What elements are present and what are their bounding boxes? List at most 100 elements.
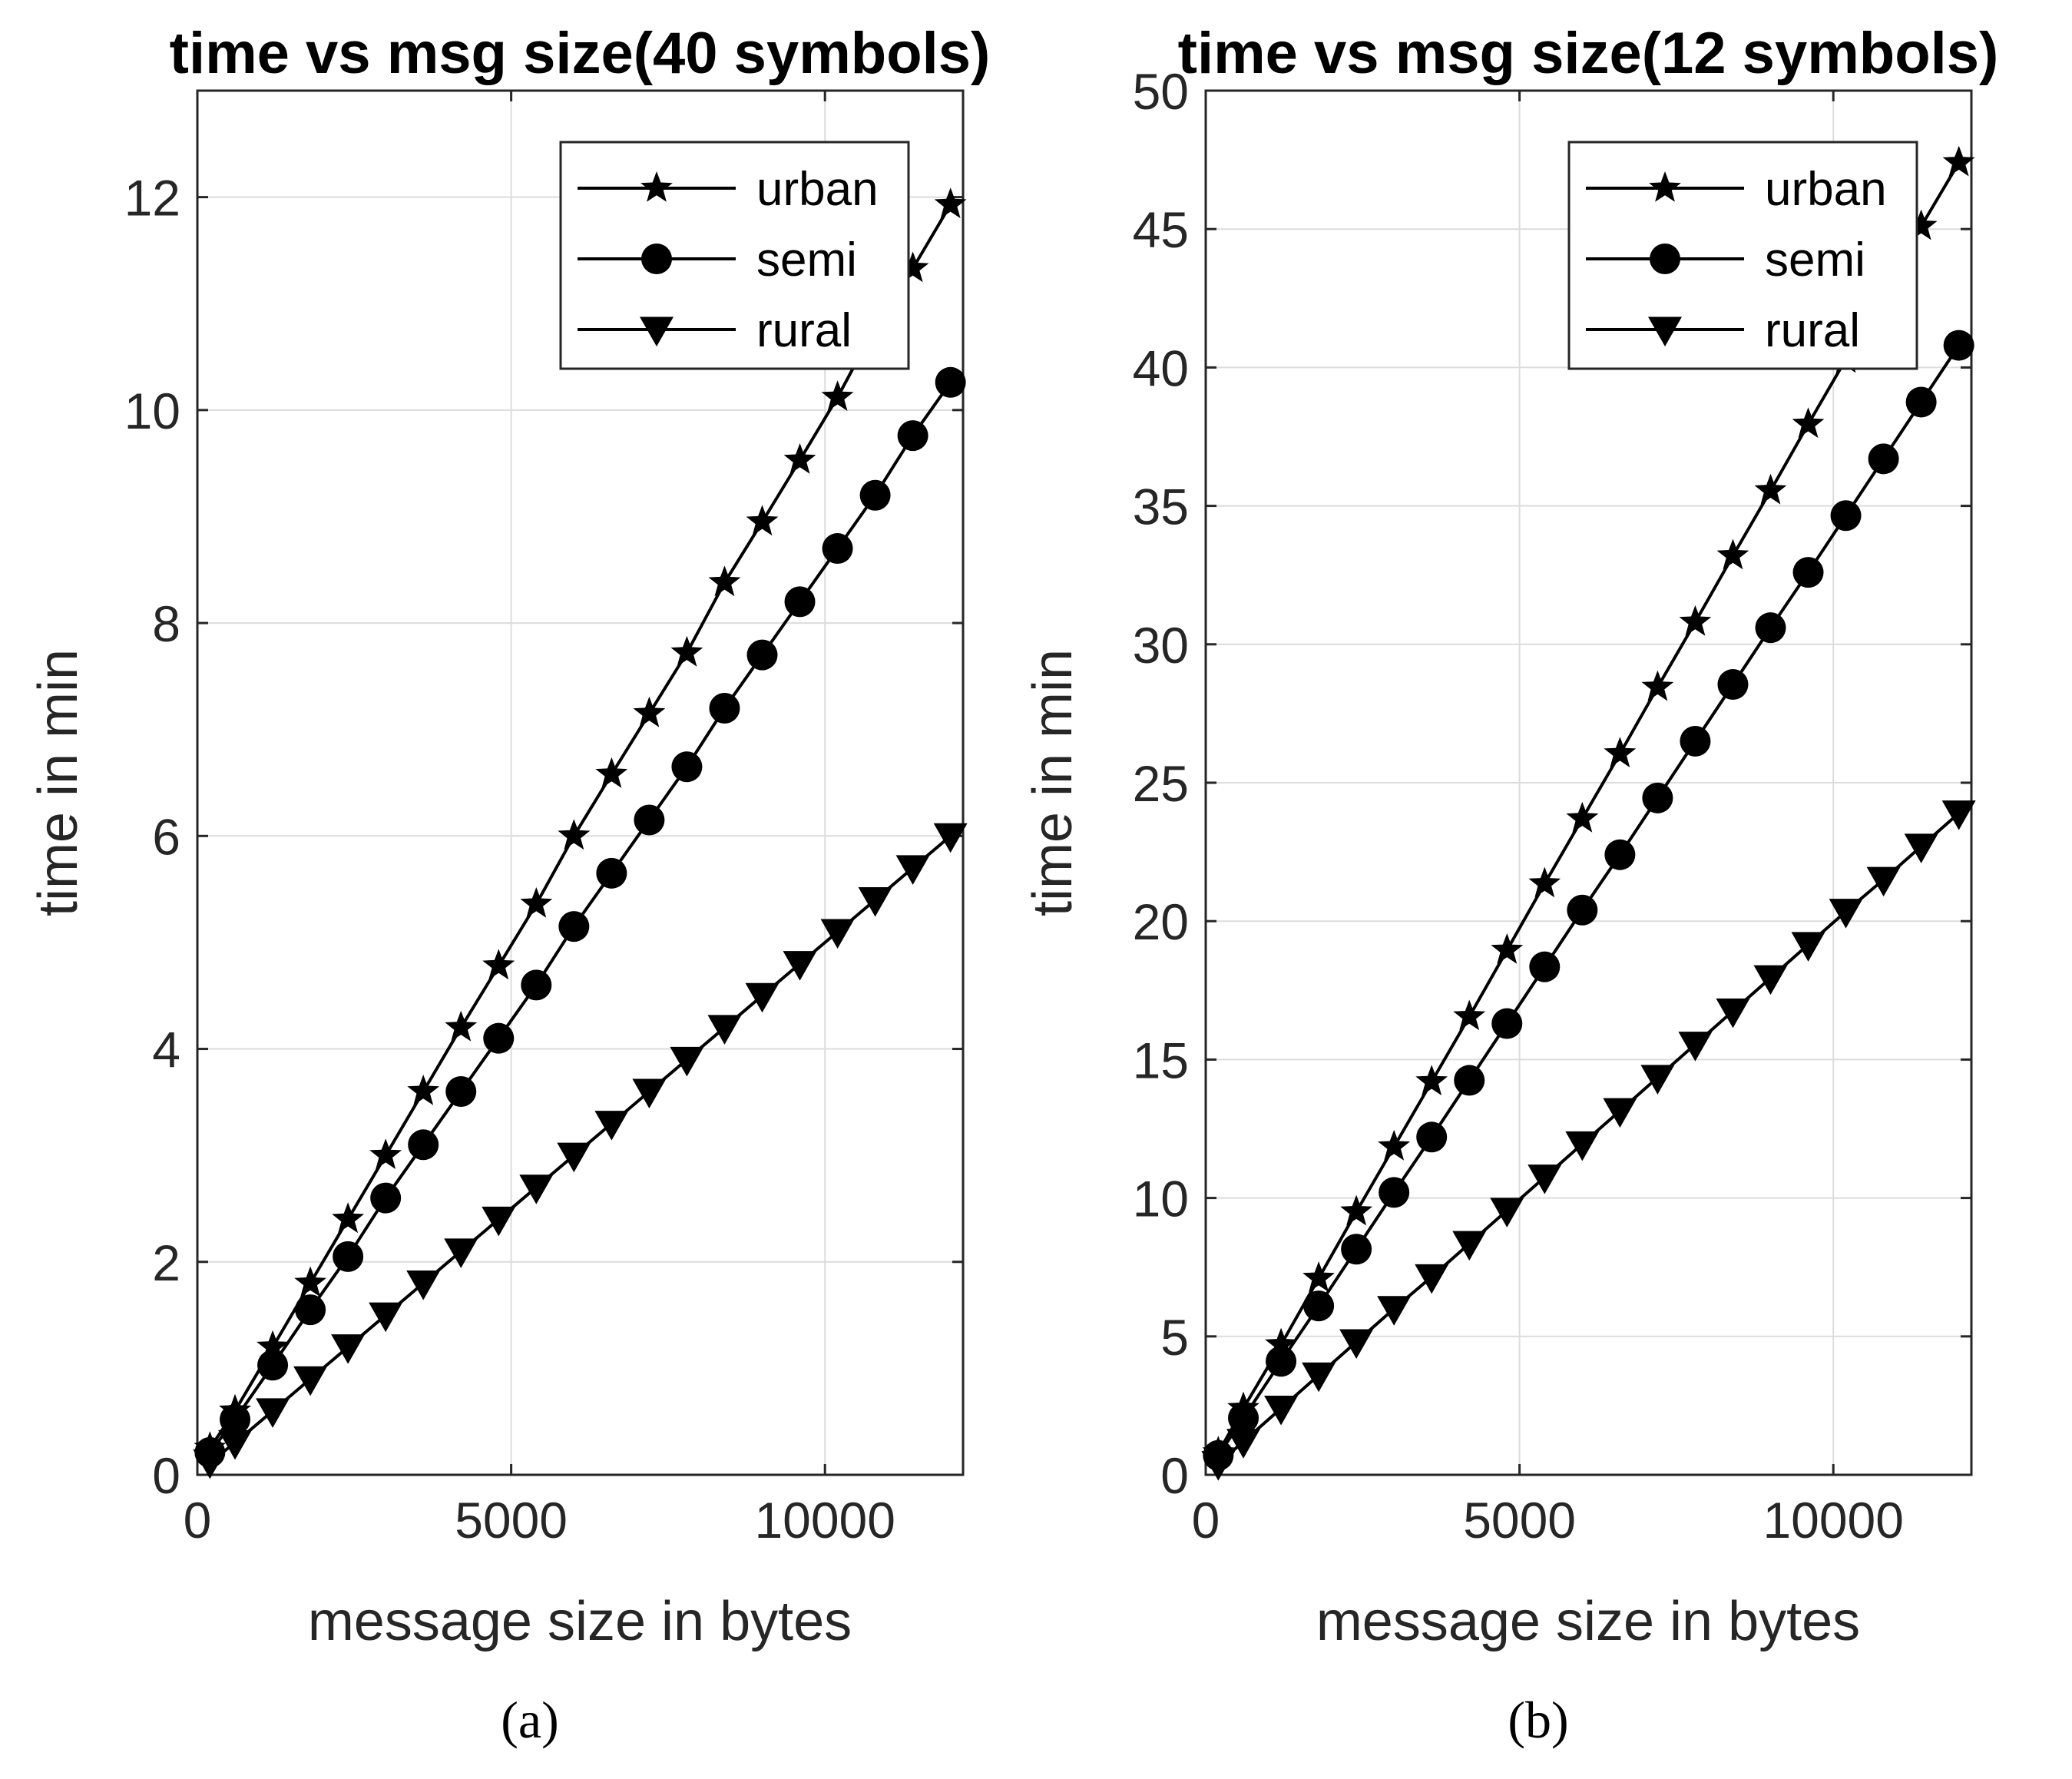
series-semi-point xyxy=(671,751,703,783)
series-urban-point xyxy=(445,1010,478,1042)
series-rural-point xyxy=(594,1111,629,1141)
series-urban-point xyxy=(1641,670,1674,701)
panel-b-legend: urban semi rural xyxy=(1567,141,1918,370)
y-tick-label: 40 xyxy=(1133,340,1189,396)
panel-a-series xyxy=(193,187,968,1479)
x-tick-label: 0 xyxy=(184,1492,212,1549)
series-rural-point xyxy=(1904,833,1938,863)
series-rural-point xyxy=(1829,899,1863,929)
series-rural-point xyxy=(1415,1264,1449,1294)
series-urban-point xyxy=(407,1075,440,1105)
series-rural-point xyxy=(1791,932,1825,962)
series-semi-point xyxy=(1604,839,1636,870)
legend-marker-urban xyxy=(1649,171,1681,202)
legend-label-rural: rural xyxy=(756,304,852,357)
series-rural xyxy=(1201,800,1976,1481)
panel-b-legend-entries: urban semi rural xyxy=(1586,163,1887,357)
series-semi-point xyxy=(935,366,966,398)
legend-label-urban: urban xyxy=(1765,163,1887,216)
series-urban-point xyxy=(1679,605,1712,636)
series-semi-point xyxy=(1341,1234,1372,1265)
legend-entry-semi: semi xyxy=(578,234,857,287)
series-semi-point xyxy=(784,586,816,618)
series-rural-point xyxy=(820,919,855,949)
legend-marker-semi xyxy=(641,243,672,274)
series-semi-point xyxy=(521,969,552,1001)
series-semi-point xyxy=(746,639,778,671)
legend-entry-rural: rural xyxy=(578,304,852,357)
panel-b: 0 5000 10000 0 5 10 15 20 25 30 35 40 45 50 time vs m… xyxy=(1022,21,1998,1749)
series-rural-point xyxy=(1201,1451,1236,1481)
series-semi-point xyxy=(1755,612,1786,644)
panel-b-caption: (b) xyxy=(1508,1691,1568,1749)
series-semi-point xyxy=(1529,951,1561,982)
y-tick-label: 10 xyxy=(1133,1171,1189,1227)
series-urban-point xyxy=(1604,737,1637,767)
series-semi-point xyxy=(1905,386,1937,418)
y-tick-label: 8 xyxy=(152,595,180,652)
series-semi-point xyxy=(822,533,853,565)
series-semi-point xyxy=(1642,782,1673,813)
panel-b-series xyxy=(1201,145,1976,1481)
series-urban-point xyxy=(1905,209,1938,240)
panel-a-y-axis-label: time in min xyxy=(28,649,89,916)
x-tick-label: 5000 xyxy=(1463,1492,1576,1549)
legend-marker-urban xyxy=(640,171,673,202)
panel-a-legend-entries: urban semi rural xyxy=(578,163,879,357)
series-semi-point xyxy=(257,1350,289,1381)
panel-a-title: time vs msg size(40 symbols) xyxy=(170,21,991,86)
legend-entry-urban: urban xyxy=(1586,163,1887,216)
panel-a-x-axis-label: message size in bytes xyxy=(308,1591,852,1652)
series-urban-point xyxy=(1340,1194,1373,1226)
series-rural-point xyxy=(745,982,779,1013)
legend-entry-urban: urban xyxy=(578,163,879,216)
y-tick-label: 6 xyxy=(152,808,180,865)
series-rural-point xyxy=(1603,1098,1637,1128)
series-rural-point xyxy=(1678,1032,1713,1062)
series-urban-point xyxy=(558,819,591,850)
series-urban-point xyxy=(1378,1129,1411,1161)
panel-b-x-axis-label: message size in bytes xyxy=(1316,1591,1860,1652)
series-semi-point xyxy=(1680,725,1711,757)
y-tick-label: 20 xyxy=(1133,893,1189,950)
x-tick-label: 5000 xyxy=(455,1492,568,1549)
legend-marker-semi xyxy=(1650,243,1680,274)
y-tick-label: 0 xyxy=(152,1447,180,1504)
series-semi-point xyxy=(1454,1065,1485,1096)
series-semi-point xyxy=(295,1294,326,1326)
series-urban-point xyxy=(708,565,741,597)
series-rural-point xyxy=(331,1334,366,1364)
series-semi-point xyxy=(370,1182,402,1214)
series-urban-point xyxy=(1265,1327,1297,1359)
series-urban-point xyxy=(595,757,628,788)
series-rural-point xyxy=(218,1429,253,1460)
series-rural-point xyxy=(1640,1065,1675,1095)
series-rural-point xyxy=(1716,998,1750,1029)
panel-a-caption: (a) xyxy=(501,1691,558,1749)
series-rural-point xyxy=(707,1015,742,1045)
panel-a-legend: urban semi rural xyxy=(559,141,910,370)
series-semi-point xyxy=(1416,1121,1448,1153)
series-rural-point xyxy=(1302,1362,1336,1393)
series-urban xyxy=(1202,145,1975,1466)
y-tick-label: 12 xyxy=(124,170,180,227)
y-tick-label: 25 xyxy=(1133,755,1189,812)
series-rural-point xyxy=(1528,1164,1562,1194)
series-urban-point xyxy=(1942,145,1975,177)
series-rural-point xyxy=(1490,1198,1524,1227)
series-urban-point xyxy=(896,251,929,283)
series-urban-point xyxy=(821,380,854,411)
y-tick-label: 35 xyxy=(1133,479,1189,535)
series-rural-point xyxy=(406,1270,441,1300)
series-rural-point xyxy=(933,823,968,853)
series-semi-point xyxy=(483,1022,515,1054)
series-urban-point xyxy=(257,1330,289,1361)
series-urban-point xyxy=(1792,407,1825,439)
series-semi-point xyxy=(333,1241,364,1272)
legend-marker-rural xyxy=(1648,316,1682,346)
series-rural-point xyxy=(858,886,892,917)
legend-entry-rural: rural xyxy=(1586,304,1860,357)
legend-label-semi: semi xyxy=(1765,234,1865,287)
panel-a-ticks: 0 5000 10000 0 2 4 6 8 10 12 xyxy=(124,91,963,1549)
